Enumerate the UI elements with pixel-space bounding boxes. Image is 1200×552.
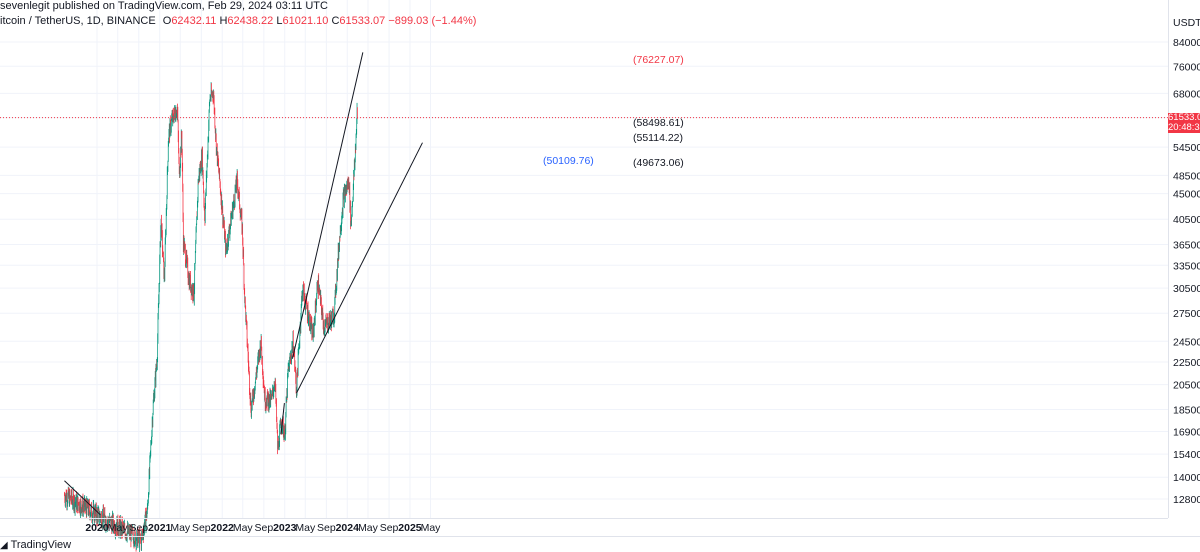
annotation-label: (49673.06) [633, 157, 684, 169]
last-price-tag: 61533.0 20:48:3 [1168, 113, 1200, 133]
ohlc-open: 62432.11 [171, 15, 217, 27]
last-price-value: 61533.0 [1168, 113, 1200, 123]
x-tick-label: Sep [129, 522, 148, 534]
y-tick-label: 76000.0 [1173, 61, 1200, 73]
y-tick-label: 18500.0 [1173, 405, 1200, 417]
ohlc-high-label: H [219, 15, 228, 27]
y-tick-label: 22500.0 [1173, 357, 1200, 369]
candle-series [64, 82, 358, 552]
y-tick-label: 24500.0 [1173, 336, 1200, 348]
x-tick-label: 2024 [336, 522, 360, 534]
annotation-label: (76227.07) [633, 54, 684, 66]
trendline [280, 402, 285, 435]
x-tick-label: May [170, 522, 191, 534]
tradingview-logo-icon: ◢ [0, 540, 8, 551]
x-tick-label: Sep [380, 522, 399, 534]
y-tick-label: 30500.0 [1173, 283, 1200, 295]
x-tick-label: May [108, 522, 129, 534]
ohlc-close-label: C [331, 15, 340, 27]
y-tick-label: 16900.0 [1173, 427, 1200, 439]
x-tick-label: 2023 [273, 522, 297, 534]
bar-countdown: 20:48:3 [1168, 122, 1200, 133]
ohlc-high: 62438.22 [227, 15, 274, 27]
trendline [291, 52, 364, 359]
ohlc-low: 61021.10 [282, 15, 329, 27]
y-tick-label: 14000.0 [1173, 472, 1200, 484]
y-tick-label: 84000.0 [1173, 37, 1200, 49]
annotation-label: (50109.76) [543, 155, 594, 167]
trendline-drawings[interactable] [64, 52, 423, 516]
ohlc-change: −899.03 (−1.44%) [388, 15, 477, 27]
y-tick-label: 40500.0 [1173, 214, 1200, 226]
y-tick-label: 68000.0 [1173, 88, 1200, 100]
x-tick-label: May [421, 522, 442, 534]
ohlc-close: 61533.07 [339, 15, 386, 27]
y-tick-label: 27500.0 [1173, 308, 1200, 320]
x-tick-label: 2022 [211, 522, 235, 534]
price-axis-unit[interactable]: USDT [1173, 17, 1200, 29]
x-tick-label: 2021 [148, 522, 172, 534]
trendline [64, 480, 101, 516]
x-tick-label: May [233, 522, 254, 534]
y-tick-label: 45000.0 [1173, 189, 1200, 201]
y-tick-label: 20500.0 [1173, 380, 1200, 392]
chart-grid [0, 0, 1168, 518]
y-tick-label: 15400.0 [1173, 449, 1200, 461]
x-tick-label: May [358, 522, 379, 534]
publish-credit: sevenlegit published on TradingView.com,… [0, 0, 328, 12]
x-tick-label: May [295, 522, 316, 534]
x-tick-label: Sep [192, 522, 211, 534]
annotation-label: (58498.61) [633, 117, 684, 129]
y-tick-label: 36500.0 [1173, 239, 1200, 251]
trendline [296, 142, 423, 394]
y-tick-label: 48500.0 [1173, 170, 1200, 182]
tradingview-brand[interactable]: ◢ TradingView [0, 539, 71, 551]
annotation-label: (55114.22) [633, 132, 684, 144]
y-tick-label: 33500.0 [1173, 260, 1200, 272]
x-tick-label: 2020 [85, 522, 109, 534]
price-axis[interactable]: 84000.076000.068000.061533.054500.048500… [1173, 37, 1200, 506]
x-tick-label: Sep [317, 522, 336, 534]
symbol-title[interactable]: itcoin / TetherUS, 1D, BINANCE [0, 15, 156, 27]
y-tick-label: 54500.0 [1173, 142, 1200, 154]
ohlc-open-label: O [162, 15, 172, 27]
ohlc-low-label: L [276, 15, 283, 27]
symbol-legend: itcoin / TetherUS, 1D, BINANCE O62432.11… [0, 15, 476, 27]
x-tick-label: Sep [255, 522, 274, 534]
brand-label: TradingView [10, 539, 72, 551]
y-tick-label: 12800.0 [1173, 494, 1200, 506]
x-tick-label: 2025 [398, 522, 422, 534]
